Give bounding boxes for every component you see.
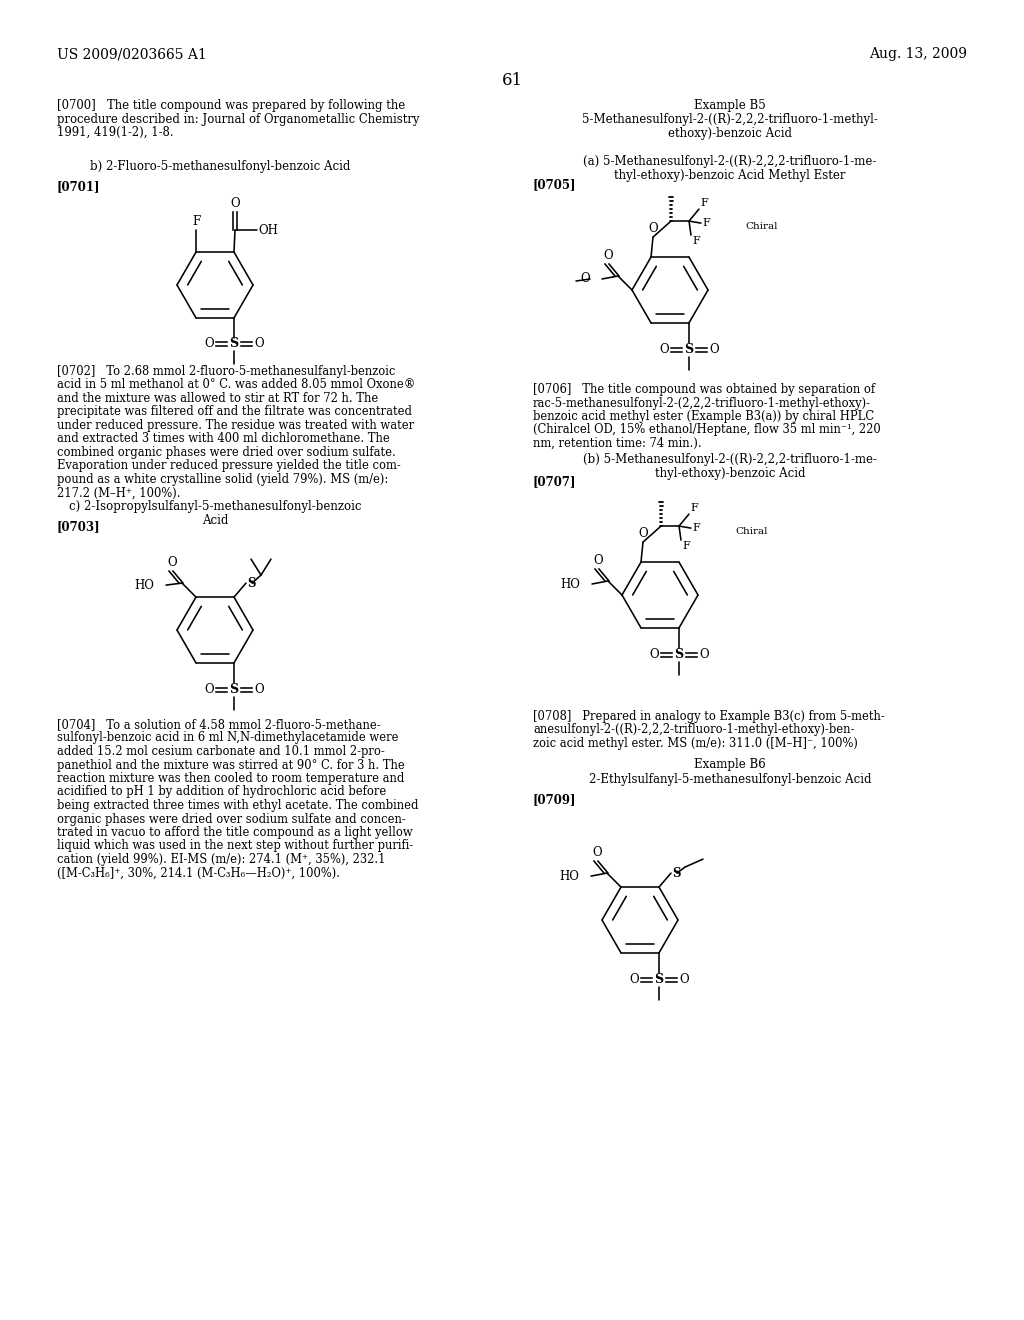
Text: cation (yield 99%). EI-MS (m/e): 274.1 (M⁺, 35%), 232.1: cation (yield 99%). EI-MS (m/e): 274.1 (… xyxy=(57,853,385,866)
Text: O: O xyxy=(649,648,659,661)
Text: b) 2-Fluoro-5-methanesulfonyl-benzoic Acid: b) 2-Fluoro-5-methanesulfonyl-benzoic Ac… xyxy=(90,160,350,173)
Text: HO: HO xyxy=(560,578,580,590)
Text: 61: 61 xyxy=(502,73,522,88)
Text: S: S xyxy=(672,867,681,879)
Text: c) 2-Isopropylsulfanyl-5-methanesulfonyl-benzoic: c) 2-Isopropylsulfanyl-5-methanesulfonyl… xyxy=(69,500,361,513)
Text: [0704]   To a solution of 4.58 mmol 2-fluoro-5-methane-: [0704] To a solution of 4.58 mmol 2-fluo… xyxy=(57,718,381,731)
Text: [0703]: [0703] xyxy=(57,520,100,533)
Text: O: O xyxy=(699,648,709,661)
Text: 1991, 419(1-2), 1-8.: 1991, 419(1-2), 1-8. xyxy=(57,125,174,139)
Text: F: F xyxy=(690,503,697,513)
Text: and extracted 3 times with 400 ml dichloromethane. The: and extracted 3 times with 400 ml dichlo… xyxy=(57,433,390,446)
Text: O: O xyxy=(659,343,669,356)
Text: O: O xyxy=(709,343,719,356)
Text: anesulfonyl-2-((R)-2,2,2-trifluoro-1-methyl-ethoxy)-ben-: anesulfonyl-2-((R)-2,2,2-trifluoro-1-met… xyxy=(534,723,854,737)
Text: panethiol and the mixture was stirred at 90° C. for 3 h. The: panethiol and the mixture was stirred at… xyxy=(57,759,404,771)
Text: being extracted three times with ethyl acetate. The combined: being extracted three times with ethyl a… xyxy=(57,799,419,812)
Text: rac-5-methanesulfonyl-2-(2,2,2-trifluoro-1-methyl-ethoxy)-: rac-5-methanesulfonyl-2-(2,2,2-trifluoro… xyxy=(534,396,871,409)
Text: (Chiralcel OD, 15% ethanol/Heptane, flow 35 ml min⁻¹, 220: (Chiralcel OD, 15% ethanol/Heptane, flow… xyxy=(534,424,881,437)
Text: (a) 5-Methanesulfonyl-2-((R)-2,2,2-trifluoro-1-me-: (a) 5-Methanesulfonyl-2-((R)-2,2,2-trifl… xyxy=(584,154,877,168)
Text: F: F xyxy=(692,523,699,533)
Text: ethoxy)-benzoic Acid: ethoxy)-benzoic Acid xyxy=(668,127,792,140)
Text: O: O xyxy=(593,554,603,568)
Text: HO: HO xyxy=(559,870,579,883)
Text: [0700]   The title compound was prepared by following the: [0700] The title compound was prepared b… xyxy=(57,99,406,112)
Text: nm, retention time: 74 min.).: nm, retention time: 74 min.). xyxy=(534,437,701,450)
Text: liquid which was used in the next step without further purifi-: liquid which was used in the next step w… xyxy=(57,840,414,853)
Text: sulfonyl-benzoic acid in 6 ml N,N-dimethylacetamide were: sulfonyl-benzoic acid in 6 ml N,N-dimeth… xyxy=(57,731,398,744)
Text: O: O xyxy=(581,272,590,285)
Text: Chiral: Chiral xyxy=(745,222,777,231)
Text: O: O xyxy=(230,197,240,210)
Text: [0701]: [0701] xyxy=(57,180,100,193)
Text: S: S xyxy=(247,577,256,590)
Text: O: O xyxy=(167,556,177,569)
Text: reaction mixture was then cooled to room temperature and: reaction mixture was then cooled to room… xyxy=(57,772,404,785)
Text: acidified to pH 1 by addition of hydrochloric acid before: acidified to pH 1 by addition of hydroch… xyxy=(57,785,386,799)
Text: procedure described in: Journal of Organometallic Chemistry: procedure described in: Journal of Organ… xyxy=(57,112,420,125)
Text: zoic acid methyl ester. MS (m/e): 311.0 ([M–H]⁻, 100%): zoic acid methyl ester. MS (m/e): 311.0 … xyxy=(534,737,858,750)
Text: O: O xyxy=(254,684,263,697)
Text: O: O xyxy=(603,249,612,261)
Text: [0709]: [0709] xyxy=(534,793,577,807)
Text: O: O xyxy=(679,973,688,986)
Text: and the mixture was allowed to stir at RT for 72 h. The: and the mixture was allowed to stir at R… xyxy=(57,392,378,405)
Text: (b) 5-Methanesulfonyl-2-((R)-2,2,2-trifluoro-1-me-: (b) 5-Methanesulfonyl-2-((R)-2,2,2-trifl… xyxy=(583,453,877,466)
Text: 5-Methanesulfonyl-2-((R)-2,2,2-trifluoro-1-methyl-: 5-Methanesulfonyl-2-((R)-2,2,2-trifluoro… xyxy=(582,114,878,125)
Text: O: O xyxy=(205,684,214,697)
Text: benzoic acid methyl ester (Example B3(a)) by chiral HPLC: benzoic acid methyl ester (Example B3(a)… xyxy=(534,411,874,422)
Text: [0708]   Prepared in analogy to Example B3(c) from 5-meth-: [0708] Prepared in analogy to Example B3… xyxy=(534,710,885,723)
Text: S: S xyxy=(675,648,684,661)
Text: O: O xyxy=(630,973,639,986)
Text: Evaporation under reduced pressure yielded the title com-: Evaporation under reduced pressure yield… xyxy=(57,459,400,473)
Text: thyl-ethoxy)-benzoic Acid: thyl-ethoxy)-benzoic Acid xyxy=(654,466,805,479)
Text: Example B5: Example B5 xyxy=(694,99,766,112)
Text: S: S xyxy=(654,973,664,986)
Text: S: S xyxy=(229,338,239,350)
Text: F: F xyxy=(692,236,699,246)
Text: F: F xyxy=(702,218,710,228)
Text: O: O xyxy=(648,222,657,235)
Text: Chiral: Chiral xyxy=(735,527,768,536)
Text: S: S xyxy=(229,684,239,697)
Text: Aug. 13, 2009: Aug. 13, 2009 xyxy=(869,48,967,61)
Text: trated in vacuo to afford the title compound as a light yellow: trated in vacuo to afford the title comp… xyxy=(57,826,413,840)
Text: combined organic phases were dried over sodium sulfate.: combined organic phases were dried over … xyxy=(57,446,395,459)
Text: acid in 5 ml methanol at 0° C. was added 8.05 mmol Oxone®: acid in 5 ml methanol at 0° C. was added… xyxy=(57,379,416,392)
Text: thyl-ethoxy)-benzoic Acid Methyl Ester: thyl-ethoxy)-benzoic Acid Methyl Ester xyxy=(614,169,846,181)
Text: HO: HO xyxy=(134,578,154,591)
Text: Example B6: Example B6 xyxy=(694,758,766,771)
Text: F: F xyxy=(191,215,200,228)
Text: O: O xyxy=(254,338,263,350)
Text: ([M-C₃H₆]⁺, 30%, 214.1 (M-C₃H₆—H₂O)⁺, 100%).: ([M-C₃H₆]⁺, 30%, 214.1 (M-C₃H₆—H₂O)⁺, 10… xyxy=(57,866,340,879)
Text: OH: OH xyxy=(258,223,278,236)
Text: pound as a white crystalline solid (yield 79%). MS (m/e):: pound as a white crystalline solid (yiel… xyxy=(57,473,388,486)
Text: US 2009/0203665 A1: US 2009/0203665 A1 xyxy=(57,48,207,61)
Text: 2-Ethylsulfanyl-5-methanesulfonyl-benzoic Acid: 2-Ethylsulfanyl-5-methanesulfonyl-benzoi… xyxy=(589,774,871,785)
Text: precipitate was filtered off and the filtrate was concentrated: precipitate was filtered off and the fil… xyxy=(57,405,412,418)
Text: added 15.2 mol cesium carbonate and 10.1 mmol 2-pro-: added 15.2 mol cesium carbonate and 10.1… xyxy=(57,744,385,758)
Text: F: F xyxy=(700,198,708,209)
Text: organic phases were dried over sodium sulfate and concen-: organic phases were dried over sodium su… xyxy=(57,813,406,825)
Text: [0702]   To 2.68 mmol 2-fluoro-5-methanesulfanyl-benzoic: [0702] To 2.68 mmol 2-fluoro-5-methanesu… xyxy=(57,366,395,378)
Text: O: O xyxy=(638,527,648,540)
Text: [0705]: [0705] xyxy=(534,178,577,191)
Text: O: O xyxy=(592,846,602,859)
Text: F: F xyxy=(682,541,690,550)
Text: under reduced pressure. The residue was treated with water: under reduced pressure. The residue was … xyxy=(57,418,414,432)
Text: 217.2 (M–H⁺, 100%).: 217.2 (M–H⁺, 100%). xyxy=(57,487,180,499)
Text: [0707]: [0707] xyxy=(534,475,577,488)
Text: [0706]   The title compound was obtained by separation of: [0706] The title compound was obtained b… xyxy=(534,383,876,396)
Text: O: O xyxy=(205,338,214,350)
Text: S: S xyxy=(684,343,693,356)
Text: Acid: Acid xyxy=(202,513,228,527)
